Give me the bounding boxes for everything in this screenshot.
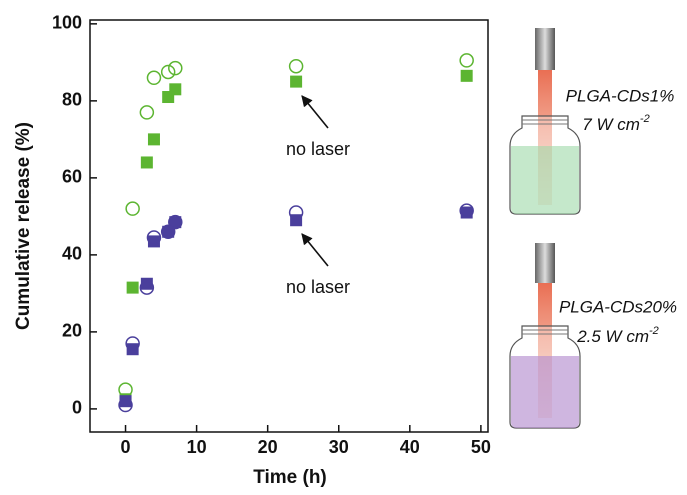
power: 2.5 W cm xyxy=(576,327,649,346)
laser-rod xyxy=(535,243,555,283)
square-marker xyxy=(162,225,175,238)
y-axis-label: Cumulative release (%) xyxy=(13,122,34,330)
y-tick-label: 80 xyxy=(62,90,82,110)
circle-marker xyxy=(288,205,304,220)
vial-illustration: PLGA-CDs1% 7 W cm-2 PLGA-CDs20% 2.5 W cm… xyxy=(509,28,677,429)
circle-marker xyxy=(160,64,176,80)
circle-marker xyxy=(139,105,155,120)
square-marker xyxy=(147,235,160,248)
vial-liquid xyxy=(511,356,579,428)
circle-marker xyxy=(160,224,176,240)
circle-marker xyxy=(168,60,183,76)
y-tick-label: 60 xyxy=(62,167,82,187)
vial-liquid xyxy=(511,146,579,214)
x-tick-label: 50 xyxy=(471,437,491,457)
y-tick-label: 100 xyxy=(52,13,82,33)
plot-area: 0 10 20 30 40 50 0 20 40 60 80 100 xyxy=(52,13,491,457)
annotation: no laser xyxy=(286,277,350,297)
annotation-arrow xyxy=(301,233,329,267)
square-marker xyxy=(290,75,303,88)
x-tick-label: 10 xyxy=(187,437,207,457)
circle-marker xyxy=(125,201,140,216)
square-marker xyxy=(169,83,182,96)
circle-marker xyxy=(168,214,183,230)
square-marker xyxy=(147,133,160,146)
y-tick-label: 0 xyxy=(72,398,82,418)
circle-marker xyxy=(139,280,155,295)
square-marker xyxy=(140,156,153,169)
x-axis-label: Time (h) xyxy=(253,467,327,488)
vial-label: PLGA-CDs20% xyxy=(559,297,677,316)
x-tick-label: 30 xyxy=(329,437,349,457)
circle-marker xyxy=(459,203,474,218)
circle-marker xyxy=(118,397,133,413)
exponent: -2 xyxy=(649,325,659,337)
square-marker xyxy=(126,281,139,294)
circle-marker xyxy=(125,336,140,351)
vial-thread xyxy=(522,329,568,335)
plot-frame xyxy=(89,19,489,433)
vial-power: 7 W cm-2 xyxy=(582,113,649,135)
x-tick-label: 40 xyxy=(400,437,420,457)
x-tick-label: 20 xyxy=(258,437,278,457)
square-marker xyxy=(460,69,473,82)
square-marker xyxy=(169,216,182,229)
circle-marker xyxy=(459,53,474,68)
square-marker xyxy=(119,395,132,408)
annotation: no laser xyxy=(286,139,350,159)
x-tick-label: 0 xyxy=(121,437,131,457)
annotation-arrow xyxy=(301,95,329,129)
vial-label: PLGA-CDs1% xyxy=(566,86,675,105)
circle-marker xyxy=(288,58,304,74)
power: 7 W cm xyxy=(582,115,640,134)
square-marker xyxy=(290,214,303,227)
laser-rod xyxy=(535,28,555,70)
vial-power: 2.5 W cm-2 xyxy=(576,325,659,347)
circle-marker xyxy=(146,70,162,86)
vial-thread xyxy=(522,119,568,125)
y-tick-label: 20 xyxy=(62,321,82,341)
square-marker xyxy=(140,277,153,290)
circle-marker xyxy=(146,230,162,245)
y-tick-label: 40 xyxy=(62,244,82,264)
exponent: -2 xyxy=(640,113,650,125)
